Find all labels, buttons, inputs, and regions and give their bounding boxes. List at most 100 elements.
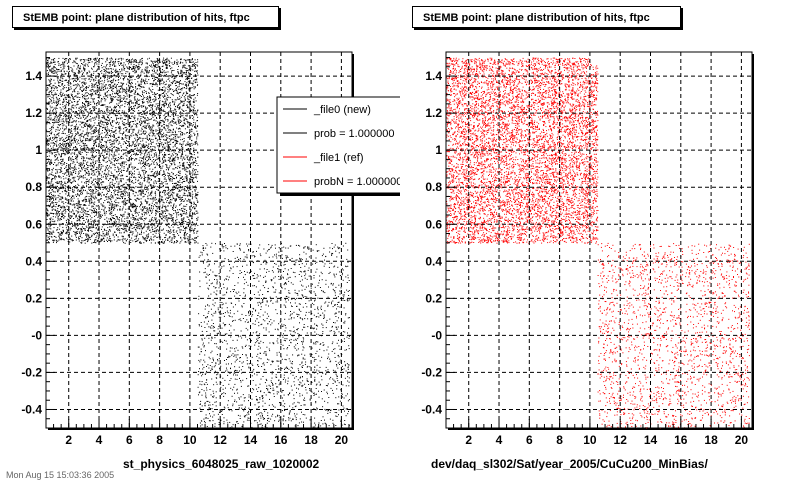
data-point [195, 194, 196, 196]
data-point [173, 242, 175, 244]
data-point [138, 76, 140, 78]
data-point [131, 85, 133, 87]
data-point [109, 178, 111, 180]
data-point [186, 233, 188, 234]
data-point [66, 79, 68, 81]
data-point [88, 57, 90, 59]
data-point [155, 221, 157, 223]
data-point [193, 230, 194, 232]
data-point [72, 71, 74, 73]
data-point [116, 204, 118, 206]
data-point [169, 195, 171, 197]
data-point [151, 223, 153, 224]
data-point [177, 193, 179, 195]
data-point [179, 136, 181, 138]
data-point [194, 241, 196, 243]
data-point [190, 103, 192, 105]
data-point [102, 233, 104, 235]
data-point [72, 210, 74, 212]
data-point [181, 115, 183, 117]
data-point [124, 106, 126, 108]
data-point [169, 214, 171, 216]
data-point [123, 95, 125, 96]
data-point [114, 62, 116, 64]
data-point [181, 176, 183, 178]
data-point [76, 104, 78, 106]
data-point [142, 161, 144, 163]
data-point [71, 95, 73, 96]
data-point [168, 230, 170, 232]
data-point [50, 197, 52, 199]
data-point [101, 89, 103, 91]
data-point [197, 135, 199, 137]
data-point [123, 183, 125, 185]
data-point [102, 235, 104, 237]
data-point [118, 117, 120, 119]
data-point [188, 214, 190, 216]
data-point [95, 58, 97, 60]
data-point [170, 130, 172, 131]
data-point [74, 180, 76, 182]
data-point [104, 93, 106, 95]
data-point [157, 210, 159, 212]
data-point [48, 185, 50, 187]
data-point [107, 94, 109, 96]
data-point [165, 102, 167, 104]
data-point [112, 84, 114, 86]
data-point [51, 126, 53, 128]
data-point [192, 94, 194, 96]
data-point [57, 216, 59, 218]
data-point [49, 212, 51, 214]
data-point [51, 212, 53, 214]
data-point [61, 164, 63, 166]
data-point [116, 140, 118, 142]
data-point [191, 185, 193, 187]
data-point [131, 109, 133, 110]
data-point [140, 124, 142, 126]
data-point [152, 198, 154, 200]
data-point [65, 147, 67, 149]
data-point [151, 128, 152, 130]
data-point [84, 104, 85, 105]
data-point [158, 148, 160, 150]
data-point [190, 78, 192, 79]
data-point [168, 173, 170, 174]
data-point [116, 181, 118, 183]
data-point [163, 155, 165, 157]
data-point [183, 186, 185, 188]
data-point [148, 159, 150, 161]
data-point [80, 164, 82, 165]
data-point [121, 162, 123, 164]
data-point [139, 67, 141, 69]
data-point [82, 204, 84, 206]
data-point [175, 199, 177, 201]
data-point [67, 169, 69, 170]
data-point [115, 177, 117, 179]
data-point [95, 181, 96, 183]
data-point [197, 72, 198, 74]
data-point [130, 239, 132, 241]
data-point [68, 76, 70, 78]
data-point [137, 117, 139, 119]
data-point [131, 133, 133, 135]
data-point [187, 168, 189, 169]
data-point [121, 201, 123, 203]
data-point [142, 236, 143, 238]
data-point [54, 93, 56, 95]
data-point [174, 224, 176, 226]
data-point [140, 218, 142, 220]
data-point [106, 79, 108, 81]
data-point [57, 159, 59, 161]
data-point [98, 158, 99, 160]
data-point [70, 86, 72, 88]
data-point [97, 216, 99, 218]
data-point [152, 230, 154, 232]
data-point [93, 139, 95, 141]
data-point [136, 147, 138, 149]
data-point [192, 181, 194, 183]
data-point [112, 233, 114, 235]
data-point [122, 198, 123, 199]
data-point [101, 191, 103, 193]
data-point [61, 144, 63, 145]
data-point [63, 138, 65, 140]
